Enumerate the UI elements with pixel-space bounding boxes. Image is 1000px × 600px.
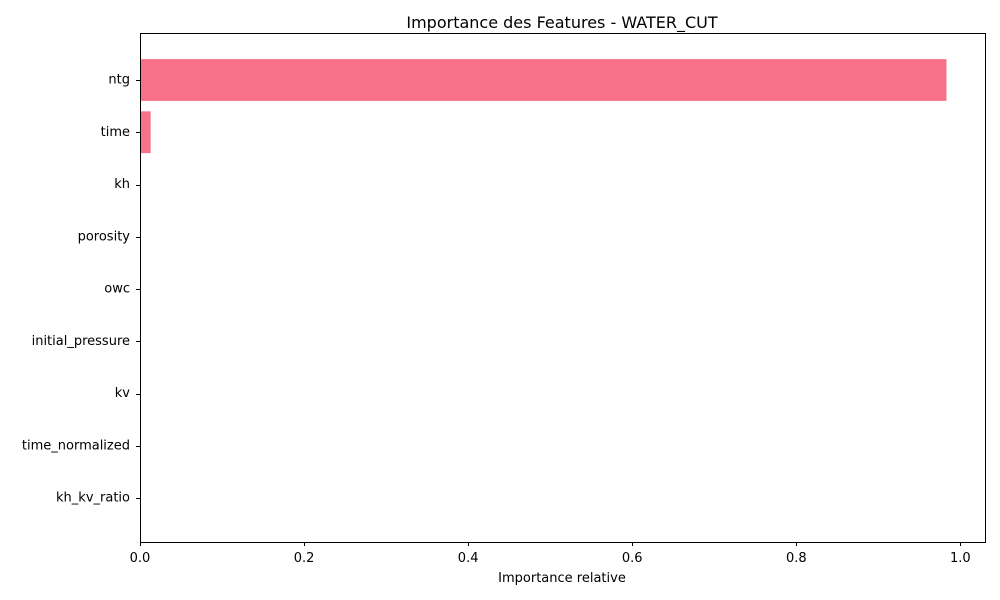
x-tick-label: 0.8 [786, 551, 807, 566]
bar-ntg [140, 59, 947, 101]
x-tick-label: 0.0 [130, 551, 151, 566]
x-tick-label: 0.4 [458, 551, 479, 566]
y-tick-label: initial_pressure [32, 334, 130, 349]
chart-title: Importance des Features - WATER_CUT [406, 13, 717, 33]
y-tick-label: owc [104, 282, 130, 297]
x-tick-label: 0.2 [294, 551, 315, 566]
x-tick-label: 0.6 [622, 551, 643, 566]
x-axis-label: Importance relative [498, 571, 626, 586]
x-axis-ticks: 0.0 0.2 0.4 0.6 0.8 1.0 [130, 542, 971, 566]
y-tick-label: kv [115, 386, 131, 401]
plot-frame [140, 33, 986, 543]
bar-time [140, 111, 151, 154]
y-tick-label: time [101, 125, 130, 140]
y-tick-label: porosity [78, 229, 131, 244]
y-tick-label: kh_kv_ratio [56, 491, 130, 506]
bars-group [140, 59, 947, 519]
x-tick-label: 1.0 [950, 551, 971, 566]
y-tick-label: time_normalized [22, 438, 130, 453]
y-tick-label: kh [114, 177, 130, 192]
y-tick-label: ntg [108, 73, 130, 88]
